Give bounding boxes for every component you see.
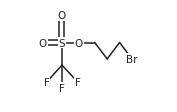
Text: F: F [44,77,50,87]
Text: O: O [39,38,47,48]
Text: O: O [75,38,83,48]
Text: F: F [59,83,65,93]
Text: O: O [58,11,66,21]
Text: F: F [75,77,81,87]
Text: Br: Br [126,54,138,64]
Text: S: S [59,38,65,48]
